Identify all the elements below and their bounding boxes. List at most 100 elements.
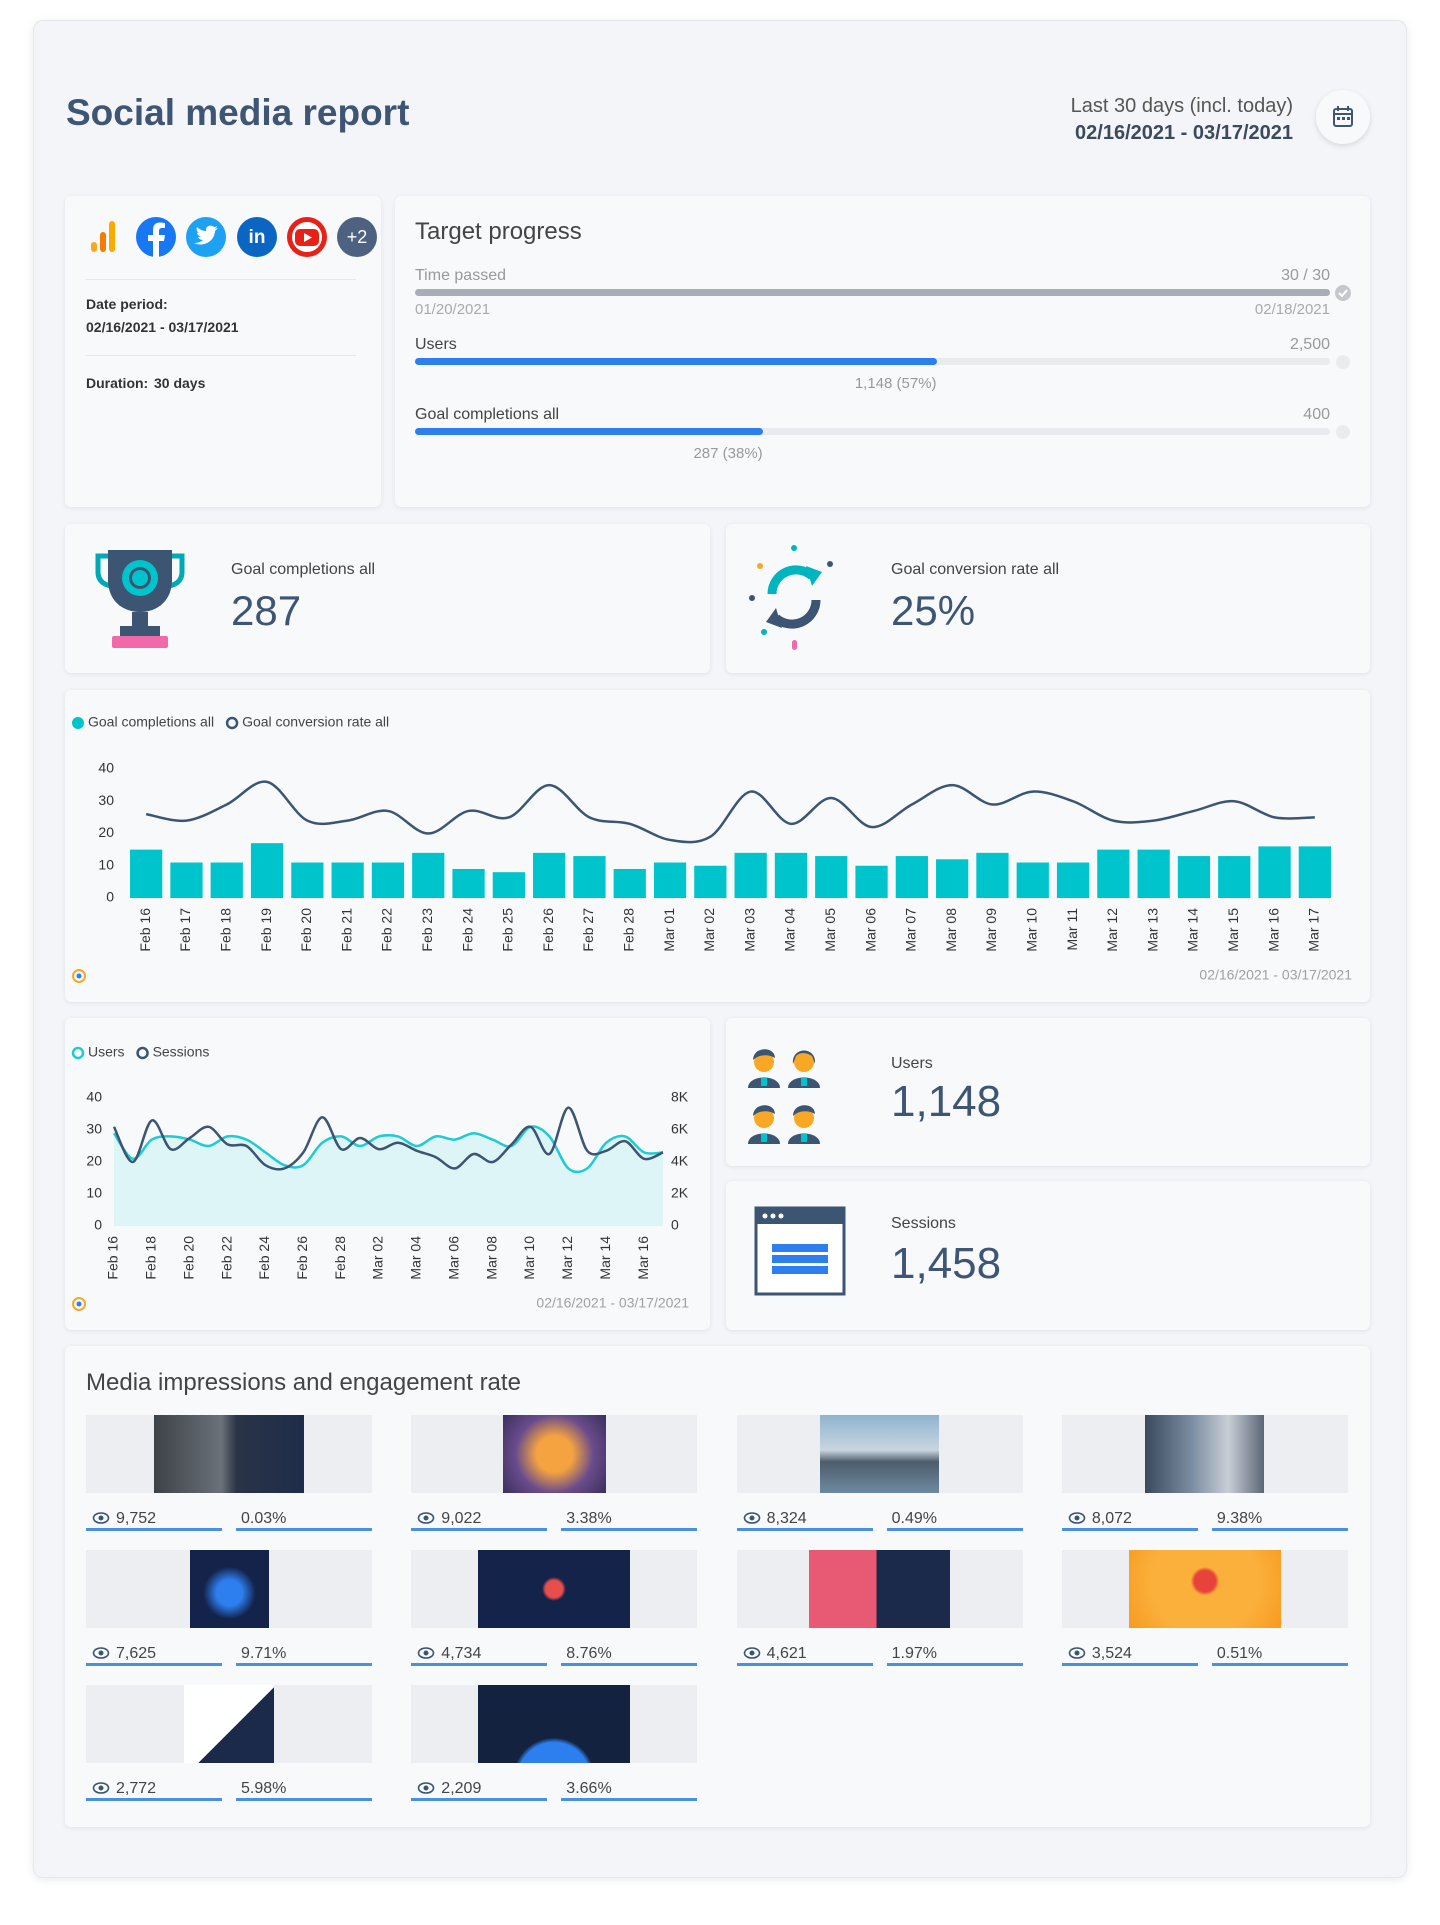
bar bbox=[653, 862, 687, 898]
x-tick-label: Mar 11 bbox=[1064, 908, 1080, 951]
bar bbox=[371, 862, 405, 898]
engagement-rate: 5.98% bbox=[241, 1780, 287, 1797]
impressions-icon bbox=[417, 1782, 435, 1794]
progress-target: 2,500 bbox=[1289, 336, 1330, 353]
underline bbox=[886, 1663, 1023, 1666]
eye-outline bbox=[92, 1647, 110, 1659]
x-tick-label: Feb 28 bbox=[620, 908, 636, 952]
x-tick-label: Feb 24 bbox=[256, 1236, 272, 1280]
bar bbox=[1177, 856, 1211, 898]
line bbox=[145, 780, 1315, 844]
done-icon bbox=[1335, 285, 1351, 301]
engagement-rate: 9.38% bbox=[1216, 1510, 1263, 1527]
engagement-rate: 9.71% bbox=[241, 1645, 287, 1662]
progress-end: 02/18/2021 bbox=[1254, 301, 1330, 318]
y-tick-label: 10 bbox=[98, 856, 114, 872]
media-thumb bbox=[502, 1415, 606, 1493]
x-tick-label: Feb 22 bbox=[379, 908, 395, 952]
x-tick-label: Mar 13 bbox=[1144, 908, 1160, 952]
impressions: 9,022 bbox=[441, 1510, 482, 1527]
legend-label: Goal conversion rate all bbox=[242, 714, 389, 730]
progress-track bbox=[415, 289, 1330, 296]
range-label: Last 30 days (incl. today) bbox=[1070, 95, 1293, 117]
bar bbox=[170, 862, 203, 898]
underline bbox=[736, 1528, 873, 1531]
media-thumb bbox=[184, 1685, 274, 1763]
underline bbox=[1211, 1663, 1348, 1666]
x-tick-label: Mar 10 bbox=[521, 1236, 537, 1280]
calendar-icon bbox=[1333, 106, 1353, 127]
kpi-value: 25% bbox=[891, 587, 976, 634]
eye-outline bbox=[417, 1782, 435, 1794]
bar bbox=[613, 868, 646, 898]
chart-card: 0 10 20 30 40 0 2K 4K 6K 8K Users Sessions Feb 16 Feb… bbox=[65, 1018, 710, 1330]
bar bbox=[855, 865, 888, 898]
x-tick-label: Mar 08 bbox=[483, 1236, 499, 1280]
more-sources[interactable]: +2 bbox=[337, 217, 377, 257]
progress-value: 287 (38%) bbox=[693, 445, 763, 462]
eye-outline bbox=[1068, 1512, 1086, 1524]
impressions: 8,072 bbox=[1091, 1510, 1132, 1527]
separator bbox=[86, 279, 356, 280]
x-tick-label: Feb 17 bbox=[177, 908, 193, 952]
underline bbox=[561, 1663, 698, 1666]
y-tick-label: 30 bbox=[98, 792, 114, 808]
trophy-icon bbox=[95, 550, 185, 648]
bar bbox=[573, 856, 606, 898]
x-tick-label: Feb 20 bbox=[298, 908, 314, 952]
bar bbox=[533, 852, 566, 898]
date-range: 02/16/2021 - 03/17/2021 bbox=[1199, 967, 1352, 983]
calendar-button[interactable] bbox=[1316, 90, 1370, 144]
twitter-icon[interactable] bbox=[186, 217, 226, 257]
y2-tick-label: 2K bbox=[671, 1185, 689, 1201]
progress-target: 400 bbox=[1303, 406, 1330, 423]
eye-pupil bbox=[423, 1515, 429, 1521]
kpi-value: 1,148 bbox=[891, 1077, 1002, 1126]
bar bbox=[976, 852, 1009, 898]
youtube-icon[interactable] bbox=[287, 217, 327, 257]
pending-icon bbox=[1336, 425, 1350, 439]
x-tick-label: Mar 16 bbox=[635, 1236, 651, 1280]
bar bbox=[291, 862, 324, 898]
impressions: 7,625 bbox=[116, 1645, 157, 1662]
x-tick-label: Mar 07 bbox=[903, 908, 919, 952]
duration-value: 30 days bbox=[154, 375, 206, 391]
media-title: Media impressions and engagement rate bbox=[86, 1369, 521, 1396]
y-tick-label: 10 bbox=[86, 1185, 102, 1201]
progress-label: Goal completions all bbox=[415, 406, 560, 423]
x-tick-label: Feb 26 bbox=[540, 908, 556, 952]
x-tick-label: Mar 01 bbox=[661, 908, 677, 952]
impressions: 3,524 bbox=[1091, 1645, 1132, 1662]
eye-outline bbox=[417, 1647, 435, 1659]
media-thumb bbox=[478, 1550, 631, 1628]
bar bbox=[210, 862, 243, 898]
source-icons: in +2 bbox=[91, 217, 377, 257]
eye-outline bbox=[92, 1512, 110, 1524]
eye-pupil bbox=[1074, 1650, 1080, 1656]
linkedin-icon[interactable]: in bbox=[237, 217, 277, 257]
source-badge-dot bbox=[76, 973, 82, 979]
engagement-rate: 3.38% bbox=[566, 1510, 612, 1527]
bar bbox=[895, 856, 928, 898]
legend-label: Users bbox=[88, 1044, 125, 1060]
underline bbox=[1061, 1663, 1198, 1666]
kpi-value: 287 bbox=[231, 587, 302, 634]
source-badge bbox=[72, 969, 86, 983]
underline bbox=[736, 1663, 873, 1666]
x-tick-label: Feb 28 bbox=[332, 1236, 348, 1280]
underline bbox=[411, 1528, 548, 1531]
kpi-label: Sessions bbox=[891, 1215, 956, 1232]
impressions: 9,752 bbox=[116, 1510, 157, 1527]
engagement-rate: 0.03% bbox=[241, 1510, 287, 1527]
facebook-icon[interactable] bbox=[136, 217, 176, 257]
x-tick-label: Mar 12 bbox=[559, 1236, 575, 1280]
progress-target: 30 / 30 bbox=[1281, 267, 1330, 284]
underline bbox=[86, 1798, 222, 1801]
eye-pupil bbox=[749, 1515, 755, 1521]
impressions-icon bbox=[92, 1782, 110, 1794]
media-thumb bbox=[478, 1685, 631, 1763]
y-tick-label: 0 bbox=[106, 889, 114, 905]
eye-outline bbox=[92, 1782, 110, 1794]
